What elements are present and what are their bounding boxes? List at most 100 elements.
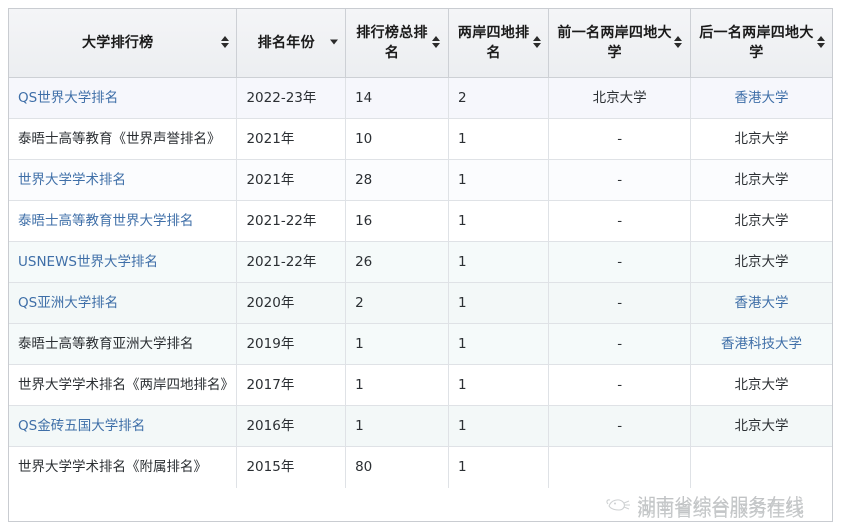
sort-both-icon[interactable] [816, 36, 825, 50]
cell-previous-university-text: - [617, 294, 623, 311]
cell-next-university-text[interactable]: 香港大学 [734, 89, 789, 106]
cell-university-ranking-text[interactable]: 泰晤士高等教育世界大学排名 [18, 212, 194, 229]
cell-rank-year-text: 2016年 [246, 417, 295, 434]
cell-university-ranking: 世界大学学术排名 [9, 159, 238, 201]
cell-greater-china-rank: 1 [447, 241, 550, 283]
column-header-greater-china-rank[interactable]: 两岸四地排名 [447, 9, 550, 78]
cell-greater-china-rank-text: 1 [457, 335, 467, 352]
cell-university-ranking: QS亚洲大学排名 [9, 282, 238, 324]
cell-rank-year: 2019年 [236, 323, 347, 365]
cell-greater-china-rank-text: 1 [457, 294, 467, 311]
cell-previous-university-text: - [617, 417, 623, 434]
column-header-next-university[interactable]: 后一名两岸四地大学 [689, 9, 832, 78]
table-row: 泰晤士高等教育世界大学排名 2021-22年 16 1 - 北京大学 [9, 200, 832, 242]
cell-overall-rank: 10 [345, 118, 449, 160]
university-ranking-table: 大学排行榜 排名年份 排行榜总排名 两岸四地排名 前一名两岸四地大学 [9, 9, 832, 488]
cell-next-university-text[interactable]: 香港科技大学 [720, 335, 802, 352]
cell-greater-china-rank-text: 1 [457, 458, 467, 475]
column-header-label: 排名年份 [257, 34, 315, 51]
cell-next-university: 北京大学 [689, 241, 832, 283]
cell-overall-rank: 14 [345, 77, 449, 119]
cell-rank-year-text: 2021年 [246, 171, 295, 188]
cell-rank-year: 2021年 [236, 118, 347, 160]
table-row: QS金砖五国大学排名 2016年 1 1 - 北京大学 [9, 405, 832, 447]
cell-university-ranking: QS世界大学排名 [9, 77, 238, 119]
cell-next-university: 北京大学 [689, 118, 832, 160]
cell-previous-university: - [548, 118, 691, 160]
cell-greater-china-rank-text: 1 [457, 212, 467, 229]
table-row: 泰晤士高等教育亚洲大学排名 2019年 1 1 - 香港科技大学 [9, 323, 832, 365]
cell-greater-china-rank-text: 1 [457, 376, 467, 393]
cell-university-ranking: QS金砖五国大学排名 [9, 405, 238, 447]
cell-rank-year-text: 2017年 [246, 376, 295, 393]
cell-rank-year-text: 2021年 [246, 130, 295, 147]
cell-next-university: 北京大学 [689, 364, 832, 406]
sort-both-icon[interactable] [432, 36, 441, 50]
cell-university-ranking: 世界大学学术排名《两岸四地排名》 [9, 364, 238, 406]
cell-next-university-text[interactable]: 香港大学 [734, 294, 789, 311]
table-row: 世界大学学术排名 2021年 28 1 - 北京大学 [9, 159, 832, 201]
cell-university-ranking-text[interactable]: 世界大学学术排名 [18, 171, 126, 188]
cell-university-ranking: 泰晤士高等教育亚洲大学排名 [9, 323, 238, 365]
cell-university-ranking: 世界大学学术排名《附属排名》 [9, 446, 238, 488]
cell-university-ranking-text[interactable]: QS世界大学排名 [18, 89, 119, 106]
cell-university-ranking-text[interactable]: USNEWS世界大学排名 [18, 253, 158, 270]
cell-overall-rank-text: 10 [355, 130, 373, 147]
cell-next-university [689, 446, 832, 488]
column-header-university-ranking[interactable]: 大学排行榜 [9, 9, 238, 78]
cell-previous-university: - [548, 200, 691, 242]
cell-next-university-text: 北京大学 [734, 171, 789, 188]
sort-both-icon[interactable] [532, 36, 541, 50]
cell-next-university-text: 北京大学 [734, 376, 789, 393]
cell-university-ranking-text[interactable]: QS亚洲大学排名 [18, 294, 119, 311]
cell-rank-year-text: 2021-22年 [246, 212, 317, 229]
column-header-rank-year[interactable]: 排名年份 [236, 9, 347, 78]
cell-previous-university: - [548, 282, 691, 324]
cell-greater-china-rank-text: 1 [457, 130, 467, 147]
cell-greater-china-rank-text: 1 [457, 171, 467, 188]
cell-rank-year-text: 2020年 [246, 294, 295, 311]
cell-greater-china-rank: 1 [447, 364, 550, 406]
cell-university-ranking-text: 泰晤士高等教育《世界声誉排名》 [18, 130, 221, 147]
cell-previous-university: - [548, 241, 691, 283]
cell-overall-rank-text: 16 [355, 212, 373, 229]
cell-overall-rank-text: 2 [355, 294, 364, 311]
cell-greater-china-rank: 1 [447, 446, 550, 488]
cell-overall-rank: 80 [345, 446, 449, 488]
column-header-overall-rank[interactable]: 排行榜总排名 [345, 9, 449, 78]
cell-rank-year: 2017年 [236, 364, 347, 406]
cell-previous-university-text: - [617, 171, 623, 188]
cell-greater-china-rank-text: 2 [457, 89, 467, 106]
cell-greater-china-rank: 2 [447, 77, 550, 119]
cell-greater-china-rank: 1 [447, 200, 550, 242]
cell-greater-china-rank: 1 [447, 118, 550, 160]
cell-greater-china-rank: 1 [447, 159, 550, 201]
column-header-label: 大学排行榜 [81, 34, 154, 51]
cell-greater-china-rank-text: 1 [457, 253, 467, 270]
cell-previous-university: - [548, 323, 691, 365]
cell-overall-rank: 1 [345, 323, 449, 365]
sort-both-icon[interactable] [220, 36, 229, 50]
cell-greater-china-rank-text: 1 [457, 417, 467, 434]
cell-university-ranking-text[interactable]: QS金砖五国大学排名 [18, 417, 146, 434]
table-row: 世界大学学术排名《两岸四地排名》 2017年 1 1 - 北京大学 [9, 364, 832, 406]
sort-descending-icon[interactable] [329, 39, 338, 47]
sort-both-icon[interactable] [674, 36, 683, 50]
cell-previous-university-text: - [617, 335, 623, 352]
table-row: QS世界大学排名 2022-23年 14 2 北京大学 香港大学 [9, 77, 832, 119]
cell-rank-year: 2016年 [236, 405, 347, 447]
column-header-previous-university[interactable]: 前一名两岸四地大学 [548, 9, 691, 78]
table-header: 大学排行榜 排名年份 排行榜总排名 两岸四地排名 前一名两岸四地大学 [9, 9, 832, 78]
cell-rank-year: 2015年 [236, 446, 347, 488]
cell-next-university: 北京大学 [689, 200, 832, 242]
university-ranking-table-container: 大学排行榜 排名年份 排行榜总排名 两岸四地排名 前一名两岸四地大学 [8, 8, 833, 522]
cell-next-university: 北京大学 [689, 405, 832, 447]
cell-overall-rank-text: 80 [355, 458, 373, 475]
table-header-row: 大学排行榜 排名年份 排行榜总排名 两岸四地排名 前一名两岸四地大学 [9, 9, 832, 78]
cell-next-university: 香港大学 [689, 77, 832, 119]
column-header-label: 前一名两岸四地大学 [557, 24, 672, 61]
cell-next-university-text: 北京大学 [734, 130, 789, 147]
cell-rank-year-text: 2021-22年 [246, 253, 317, 270]
cell-greater-china-rank: 1 [447, 323, 550, 365]
cell-university-ranking-text: 世界大学学术排名《两岸四地排名》 [18, 376, 234, 393]
